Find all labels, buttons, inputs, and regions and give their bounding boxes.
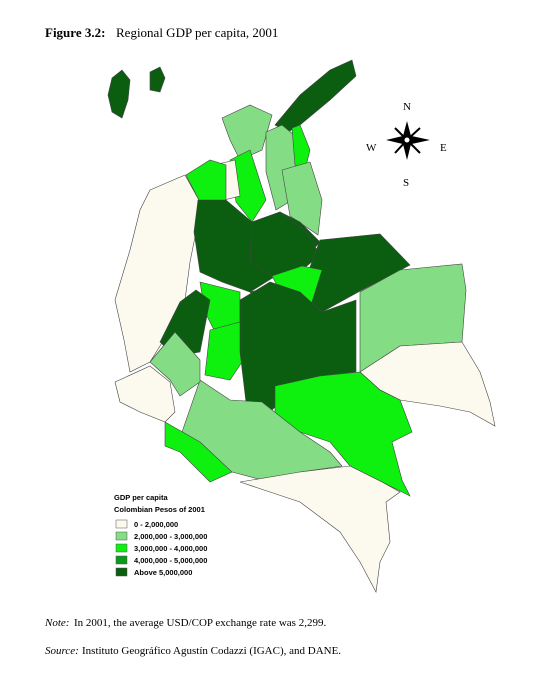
legend-subtitle: Colombian Pesos of 2001 <box>114 505 205 514</box>
legend-swatch <box>115 519 128 529</box>
legend-swatch <box>115 543 128 553</box>
legend-swatch <box>115 567 128 577</box>
compass-east: E <box>440 142 447 154</box>
compass-west: W <box>366 142 377 154</box>
map <box>107 59 496 593</box>
note-label: Note: <box>44 617 69 629</box>
compass-south: S <box>403 177 409 189</box>
legend-title: GDP per capita <box>114 493 168 502</box>
legend-label: 4,000,000 - 5,000,000 <box>134 556 207 565</box>
legend-label: 3,000,000 - 4,000,000 <box>134 544 207 553</box>
compass: N W E S <box>366 101 447 189</box>
figure-title: Regional GDP per capita, 2001 <box>116 25 278 40</box>
legend-label: 0 - 2,000,000 <box>134 520 178 529</box>
source-text: Instituto Geográfico Agustín Codazzi (IG… <box>82 645 341 657</box>
legend-label: 2,000,000 - 3,000,000 <box>134 532 207 541</box>
note-text: In 2001, the average USD/COP exchange ra… <box>74 617 326 629</box>
legend: GDP per capita Colombian Pesos of 2001 0… <box>114 493 207 577</box>
source-label: Source: <box>45 645 79 657</box>
legend-label: Above 5,000,000 <box>134 568 192 577</box>
legend-swatch <box>115 555 128 565</box>
compass-north: N <box>403 101 411 113</box>
figure-label: Figure 3.2: <box>45 25 105 40</box>
legend-swatch <box>115 531 128 541</box>
